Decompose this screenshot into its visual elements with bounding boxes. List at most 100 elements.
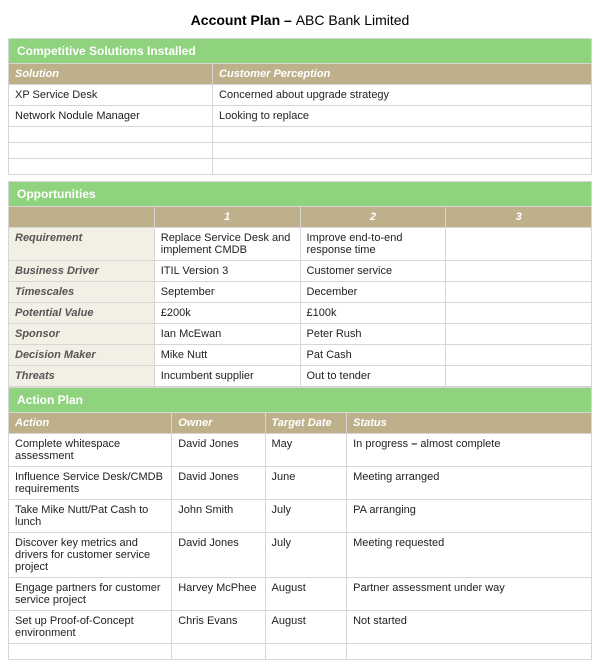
action-target: June [265, 467, 347, 500]
opp-cell: £100k [300, 303, 446, 324]
action-row: Discover key metrics and drivers for cus… [9, 533, 592, 578]
title-account-name: ABC Bank Limited [296, 12, 410, 28]
opportunities-heading-row: Opportunities [9, 182, 592, 207]
opp-cell [446, 303, 592, 324]
col-action: Action [9, 413, 172, 434]
opp-cell: Mike Nutt [154, 345, 300, 366]
opp-cell [446, 282, 592, 303]
opp-label: Requirement [9, 228, 155, 261]
opp-row-potential-value: Potential Value £200k £100k [9, 303, 592, 324]
opp-row-timescales: Timescales September December [9, 282, 592, 303]
action-row: Set up Proof-of-Concept environment Chri… [9, 611, 592, 644]
col-owner: Owner [172, 413, 265, 434]
action-target: August [265, 611, 347, 644]
opp-label: Decision Maker [9, 345, 155, 366]
opp-cell: ITIL Version 3 [154, 261, 300, 282]
action-text: Engage partners for customer service pro… [9, 578, 172, 611]
competitive-perception: Looking to replace [213, 106, 592, 127]
opp-label: Threats [9, 366, 155, 387]
action-plan-heading: Action Plan [9, 388, 592, 413]
action-text: Set up Proof-of-Concept environment [9, 611, 172, 644]
action-text: Discover key metrics and drivers for cus… [9, 533, 172, 578]
col-solution: Solution [9, 64, 213, 85]
opp-cell [446, 366, 592, 387]
competitive-heading-row: Competitive Solutions Installed [9, 39, 592, 64]
opp-row-threats: Threats Incumbent supplier Out to tender [9, 366, 592, 387]
action-text: Influence Service Desk/CMDB requirements [9, 467, 172, 500]
page-title: Account Plan – ABC Bank Limited [8, 12, 592, 28]
col-perception: Customer Perception [213, 64, 592, 85]
opp-cell [446, 261, 592, 282]
opp-cell: Ian McEwan [154, 324, 300, 345]
empty-row [9, 644, 592, 660]
action-target: July [265, 500, 347, 533]
action-owner: Chris Evans [172, 611, 265, 644]
opp-cell [446, 345, 592, 366]
col-status: Status [347, 413, 592, 434]
action-target: May [265, 434, 347, 467]
opportunities-heading: Opportunities [9, 182, 592, 207]
competitive-row: XP Service Desk Concerned about upgrade … [9, 85, 592, 106]
action-status: Not started [347, 611, 592, 644]
action-target: August [265, 578, 347, 611]
action-row: Complete whitespace assessment David Jon… [9, 434, 592, 467]
action-text: Take Mike Nutt/Pat Cash to lunch [9, 500, 172, 533]
opp-cell: Pat Cash [300, 345, 446, 366]
competitive-solution: Network Nodule Manager [9, 106, 213, 127]
action-owner: David Jones [172, 533, 265, 578]
competitive-solution: XP Service Desk [9, 85, 213, 106]
action-owner: Harvey McPhee [172, 578, 265, 611]
action-row: Influence Service Desk/CMDB requirements… [9, 467, 592, 500]
action-text: Complete whitespace assessment [9, 434, 172, 467]
opp-cell: September [154, 282, 300, 303]
opp-label: Timescales [9, 282, 155, 303]
col-target-date: Target Date [265, 413, 347, 434]
opp-row-decision-maker: Decision Maker Mike Nutt Pat Cash [9, 345, 592, 366]
account-plan-page: Account Plan – ABC Bank Limited Competit… [0, 0, 600, 668]
competitive-heading: Competitive Solutions Installed [9, 39, 592, 64]
opp-cell: Replace Service Desk and implement CMDB [154, 228, 300, 261]
action-row: Take Mike Nutt/Pat Cash to lunch John Sm… [9, 500, 592, 533]
title-sep: – [280, 12, 296, 28]
action-owner: John Smith [172, 500, 265, 533]
competitive-perception: Concerned about upgrade strategy [213, 85, 592, 106]
action-status: Meeting requested [347, 533, 592, 578]
action-plan-heading-row: Action Plan [9, 388, 592, 413]
opp-cell [446, 324, 592, 345]
opp-cell: Incumbent supplier [154, 366, 300, 387]
title-prefix: Account Plan [191, 12, 280, 28]
action-target: July [265, 533, 347, 578]
empty-row [9, 159, 592, 175]
opp-label: Sponsor [9, 324, 155, 345]
opp-cell: Peter Rush [300, 324, 446, 345]
action-plan-table: Action Plan Action Owner Target Date Sta… [8, 387, 592, 660]
opp-row-sponsor: Sponsor Ian McEwan Peter Rush [9, 324, 592, 345]
empty-row [9, 127, 592, 143]
action-status: In progress – almost complete [347, 434, 592, 467]
action-owner: David Jones [172, 434, 265, 467]
action-status: Meeting arranged [347, 467, 592, 500]
action-row: Engage partners for customer service pro… [9, 578, 592, 611]
opp-col-1: 1 [154, 207, 300, 228]
competitive-header-row: Solution Customer Perception [9, 64, 592, 85]
empty-row [9, 143, 592, 159]
opportunities-colnum-row: 1 2 3 [9, 207, 592, 228]
action-status: PA arranging [347, 500, 592, 533]
opp-cell: Customer service [300, 261, 446, 282]
opp-label: Business Driver [9, 261, 155, 282]
opp-row-requirement: Requirement Replace Service Desk and imp… [9, 228, 592, 261]
opportunities-table: Opportunities 1 2 3 Requirement Replace … [8, 181, 592, 387]
opp-cell: Out to tender [300, 366, 446, 387]
opp-col-2: 2 [300, 207, 446, 228]
opp-cell: December [300, 282, 446, 303]
competitive-table: Competitive Solutions Installed Solution… [8, 38, 592, 175]
action-status: Partner assessment under way [347, 578, 592, 611]
opp-cell: £200k [154, 303, 300, 324]
opp-row-business-driver: Business Driver ITIL Version 3 Customer … [9, 261, 592, 282]
opp-label: Potential Value [9, 303, 155, 324]
opp-cell: Improve end-to-end response time [300, 228, 446, 261]
action-owner: David Jones [172, 467, 265, 500]
action-plan-header-row: Action Owner Target Date Status [9, 413, 592, 434]
opp-cell [446, 228, 592, 261]
competitive-row: Network Nodule Manager Looking to replac… [9, 106, 592, 127]
